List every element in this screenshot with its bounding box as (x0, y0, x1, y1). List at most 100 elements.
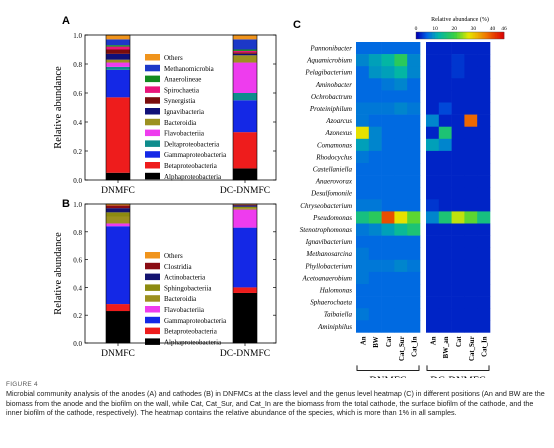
heatmap-cell-pseudomonas-cat-sur (394, 211, 408, 224)
heatmap-cell-azonexus-an (356, 126, 370, 140)
heatmap-cell-aminobacter-cat-in (477, 78, 491, 91)
heatmap-cell-ochrobactrum-an (356, 90, 370, 103)
heatmap-colorbar-segment (435, 32, 437, 39)
heatmap-cell-aquamicrobium-cat-sur (394, 54, 408, 67)
panel-b-legend-label-actinobacteria: Actinobacteria (164, 274, 206, 282)
panel-b-bar-dc-dnmfc-bacteroidia (233, 208, 257, 210)
heatmap-colorbar-segment (465, 32, 468, 39)
heatmap-cell-aminiphilus-cat-sur (394, 320, 408, 333)
panel-a-y-tick-label: 0.2 (73, 148, 82, 156)
heatmap-cell-aminiphilus-cat (451, 320, 465, 333)
panel-a-legend-label-spirochaetia: Spirochaetia (164, 86, 200, 94)
heatmap-cell-ochrobactrum-bw (368, 90, 382, 103)
heatmap-colorbar-segment (498, 32, 500, 39)
heatmap-cell-pelagibacterium-cat (381, 66, 395, 79)
heatmap-cell-azoarcus-cat-in (407, 114, 421, 127)
panel-b-legend-swatch-bacteroidia (145, 295, 160, 302)
panel-b-legend-swatch-flavobacteriia (145, 306, 160, 313)
heatmap-cell-phyllobacterium-bw-an (438, 259, 452, 273)
heatmap-colorbar-segment (430, 32, 433, 39)
heatmap-cell-pannonibacter-bw-an (438, 42, 452, 55)
heatmap-colorbar-segment (467, 32, 470, 39)
heatmap-row-label-desulfomonile: Desulfomonile (310, 190, 352, 198)
heatmap-colorbar-segment (479, 32, 481, 39)
heatmap-cell-anaerovorax-cat (381, 175, 395, 188)
heatmap-cell-azoarcus-cat (451, 114, 465, 127)
heatmap-cell-pseudomonas-cat-sur (464, 211, 478, 224)
heatmap-cell-methanosarcina-cat-sur (464, 247, 478, 261)
heatmap-cell-desulfomonile-cat-in (407, 187, 421, 200)
heatmap-cell-desulfomonile-an (426, 187, 440, 200)
heatmap-cell-pannonibacter-cat-in (407, 42, 421, 55)
heatmap-cell-anaerovorax-cat-in (477, 175, 491, 188)
heatmap-colorbar-segment (499, 32, 502, 39)
heatmap-cell-anaerovorax-an (356, 175, 370, 188)
panel-a-legend-label-gammaproteobacteria: Gammaproteobacteria (164, 151, 227, 159)
heatmap-cell-pannonibacter-cat-sur (394, 42, 408, 55)
heatmap-cell-desulfomonile-bw (368, 187, 382, 200)
heatmap-cell-stenotrophomonas-an (426, 223, 440, 236)
panel-a-legend-swatch-methanomicrobia (145, 64, 160, 72)
heatmap-cell-methanosarcina-cat (451, 247, 465, 261)
panel-a-bar-dnmfc-others (106, 35, 130, 40)
heatmap-cell-ignavibacterium-cat (451, 235, 465, 248)
heatmap-row-label-methanosarcina: Methanosarcina (305, 250, 352, 258)
heatmap-colorbar-segment (442, 32, 445, 39)
heatmap-cell-pelagibacterium-an (426, 66, 440, 79)
panel-b-legend-label-betaproteobacteria: Betaproteobacteria (164, 328, 218, 336)
heatmap-cell-aminobacter-bw (368, 78, 382, 91)
heatmap-cell-methanosarcina-cat (381, 247, 395, 261)
heatmap-group-bracket-dc-dnmfc (426, 365, 490, 371)
panel-a-legend-swatch-synergistia (145, 97, 160, 104)
heatmap-cell-azonexus-bw (368, 126, 382, 140)
heatmap-colorbar-tick-label: 0 (415, 26, 418, 32)
heatmap-cell-taibaiella-cat-in (407, 308, 421, 321)
heatmap-row-label-halomonas: Halomonas (319, 287, 353, 295)
heatmap-cell-ochrobactrum-cat-in (477, 90, 491, 103)
panel-b-y-tick-label: 0.0 (73, 340, 82, 348)
heatmap-cell-aminiphilus-bw (368, 320, 382, 333)
panel-label-c: C (293, 19, 301, 31)
heatmap-cell-rhodocyclus-cat-in (477, 150, 491, 164)
heatmap-colorbar-segment (432, 32, 434, 39)
heatmap-column-label: An (430, 336, 437, 345)
panel-b-bar-dc-dnmfc-gammaproteobacteria (233, 227, 257, 288)
panel-a-bar-dc-dnmfc-spirochaetia (233, 50, 257, 53)
heatmap-cell-azoarcus-an (426, 114, 440, 127)
heatmap-column-label: BW_an (443, 336, 450, 358)
panel-a-legend-label-bacteroidia: Bacteroidia (164, 119, 197, 127)
heatmap-row-label-azoarcus: Azoarcus (325, 117, 352, 125)
heatmap-cell-halomonas-cat (381, 284, 395, 297)
heatmap-cell-methanosarcina-cat-in (407, 247, 421, 261)
panel-a-bar-dnmfc-bacteroidia (106, 59, 130, 63)
heatmap-cell-rhodocyclus-cat-sur (464, 150, 478, 164)
heatmap-row-label-pelagibacterium: Pelagibacterium (304, 69, 352, 77)
heatmap-cell-acetoanaerobium-cat-sur (464, 271, 478, 285)
heatmap-cell-azoarcus-cat-sur (464, 114, 478, 127)
heatmap-cell-proteiniphilum-an (356, 102, 370, 115)
heatmap-cell-stenotrophomonas-cat (381, 223, 395, 236)
heatmap-column-label: Cat_In (482, 336, 489, 357)
heatmap-cell-ignavibacterium-an (356, 235, 370, 248)
heatmap-cell-proteiniphilum-cat-in (477, 102, 491, 115)
heatmap-cell-anaerovorax-an (426, 175, 440, 188)
heatmap-cell-acetoanaerobium-cat-in (407, 271, 421, 285)
heatmap-colorbar-segment (492, 32, 495, 39)
heatmap-cell-desulfomonile-an (356, 187, 370, 200)
panel-b-legend-swatch-gammaproteobacteria (145, 316, 160, 324)
heatmap-row-label-taibaiella: Taibaiella (324, 311, 353, 319)
heatmap-colorbar-frame (415, 31, 505, 40)
heatmap-cell-azoarcus-bw-an (438, 114, 452, 127)
heatmap-cell-castellaniella-an (426, 163, 440, 176)
heatmap-row-label-aminiphilus: Aminiphilus (317, 323, 352, 331)
heatmap-colorbar-segment (452, 32, 455, 39)
heatmap-cell-ochrobactrum-cat-sur (464, 90, 478, 103)
heatmap-cell-comamonas-an (356, 138, 370, 152)
panel-b-y-axis-label: Relative abundance (53, 232, 64, 315)
panel-b-bar-dnmfc-clostridia (106, 205, 130, 209)
panel-a-legend-label-others: Others (164, 54, 183, 62)
heatmap-cell-pseudomonas-cat-in (407, 211, 421, 224)
heatmap-cell-acetoanaerobium-bw-an (438, 271, 452, 285)
heatmap-colorbar-segment (454, 32, 456, 39)
panel-a-category-label: DC-DNMFC (220, 186, 270, 196)
